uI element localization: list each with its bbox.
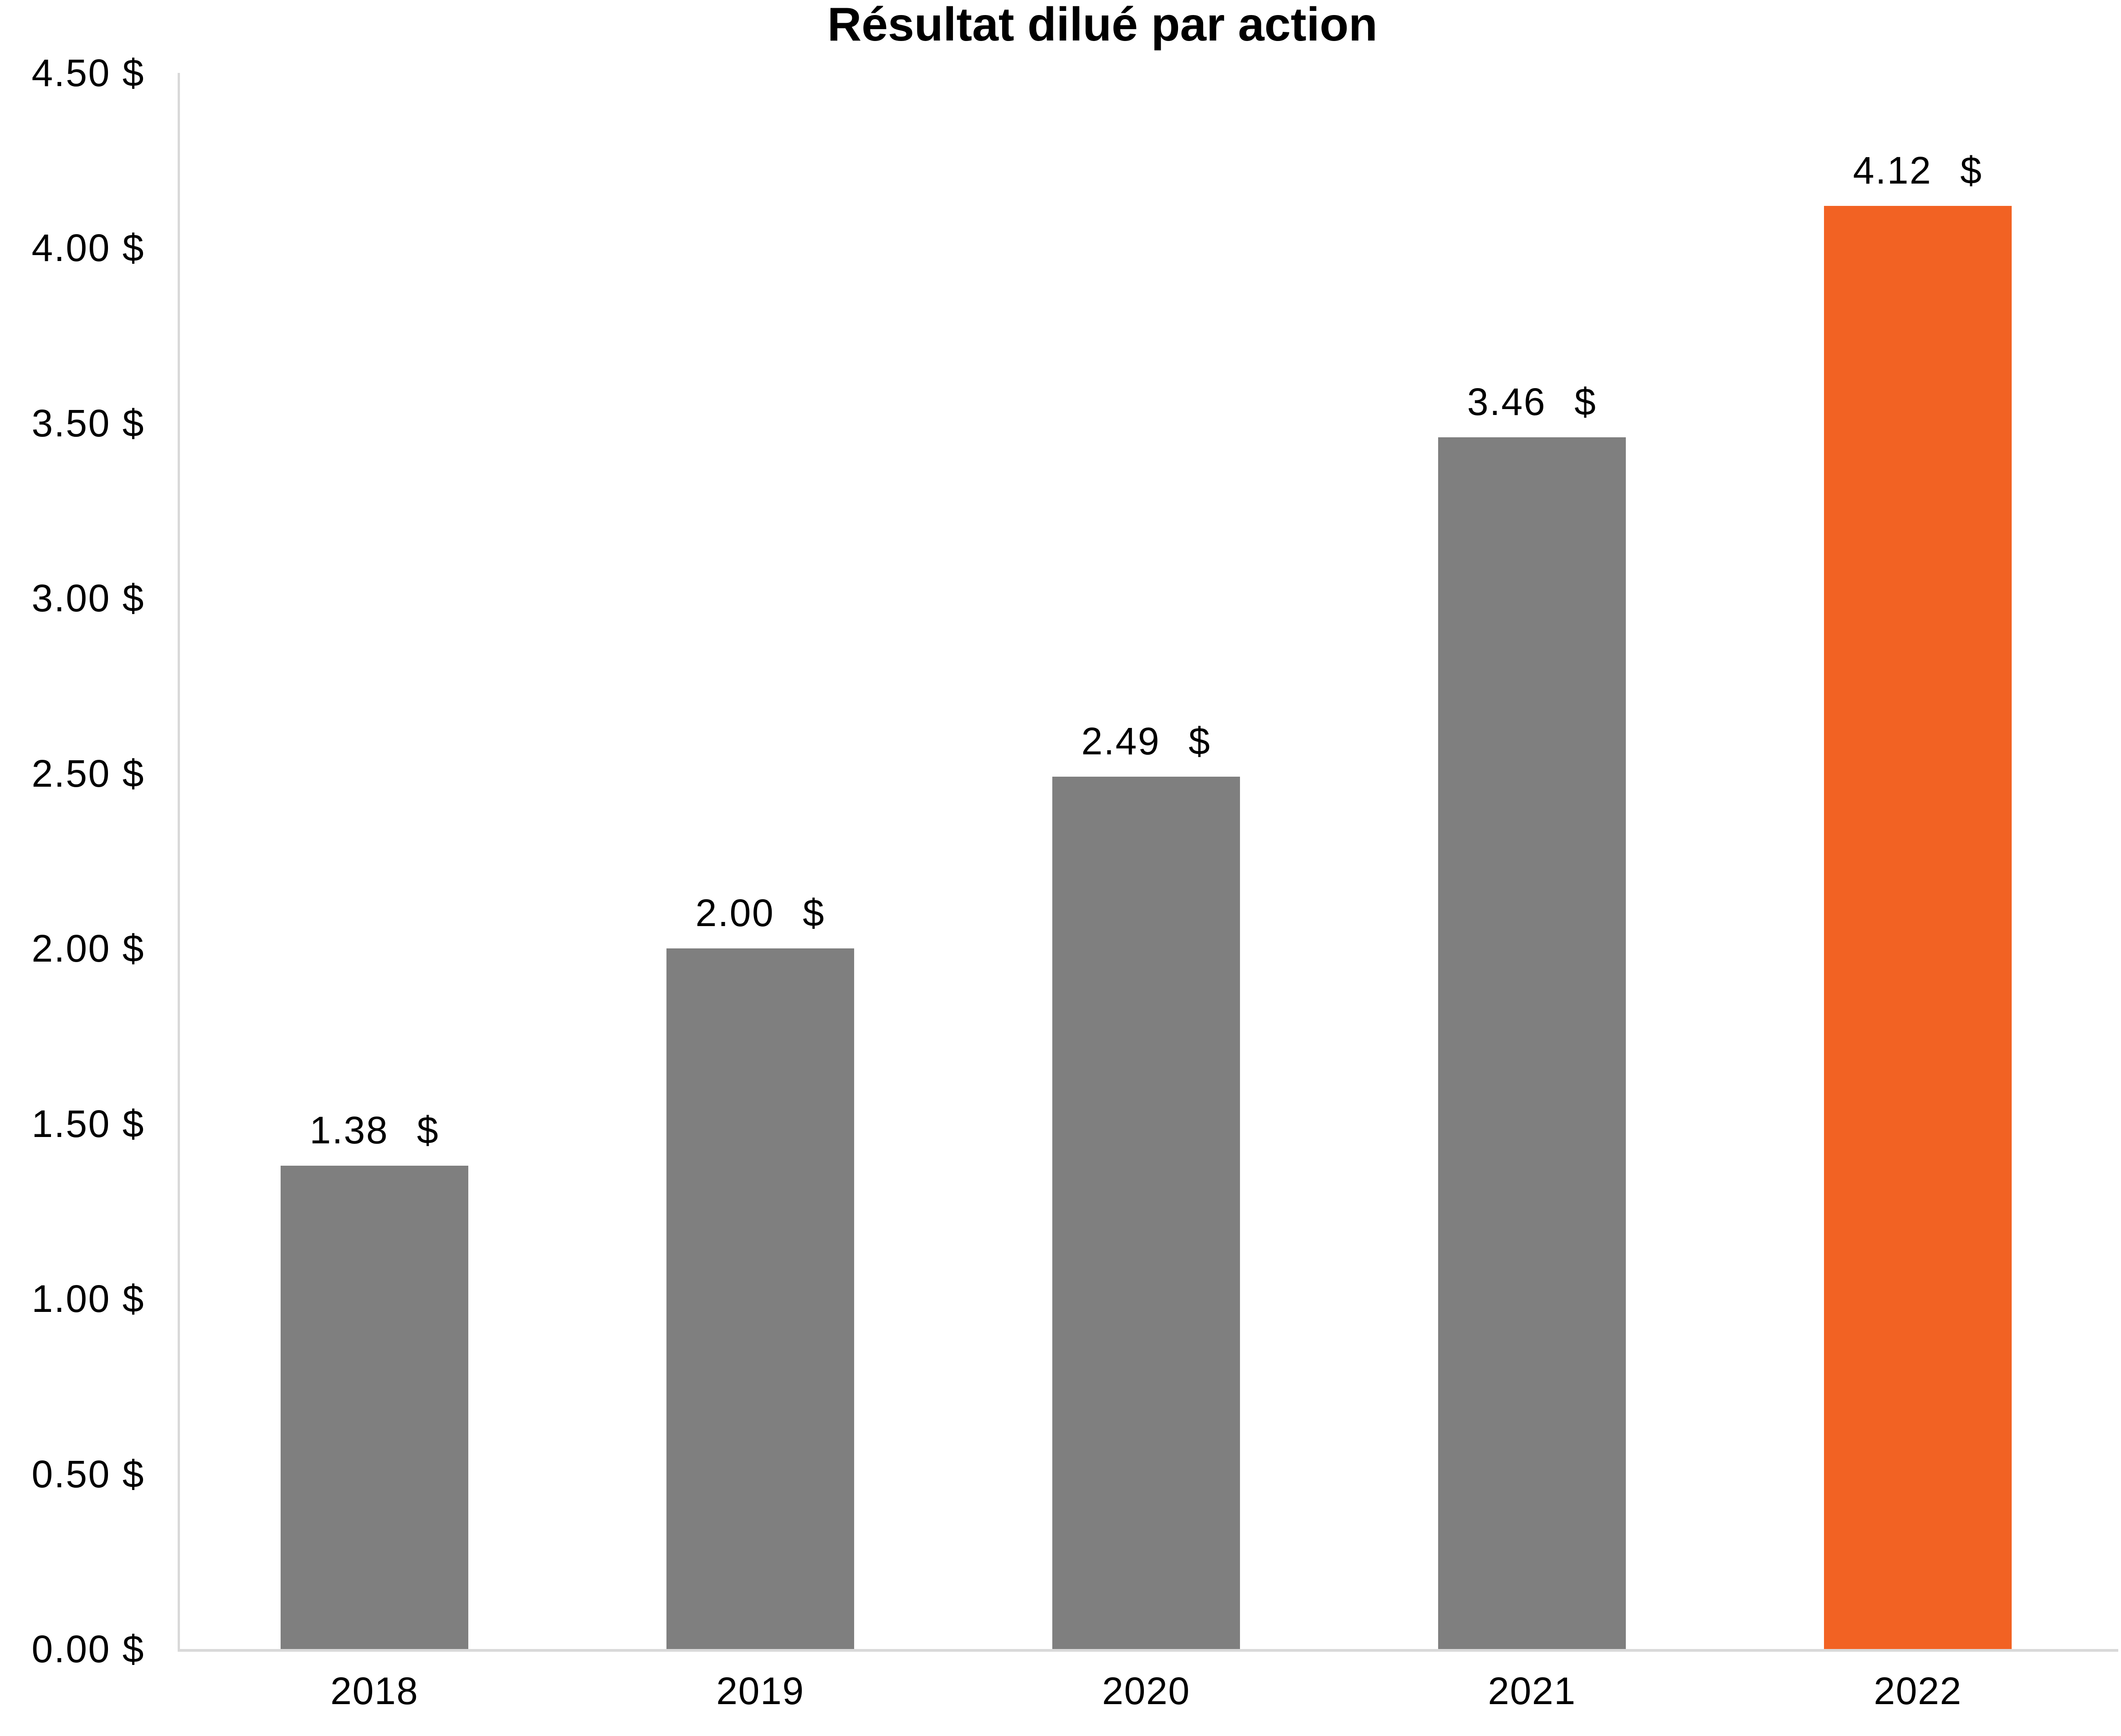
y-axis-tick-label: 2.00 $ <box>31 927 145 970</box>
bar-value-number: 2.49 <box>1081 720 1161 763</box>
bar-2019 <box>666 948 854 1649</box>
y-axis-tick-label: 4.00 $ <box>31 226 145 270</box>
bar-value-number: 3.46 <box>1467 380 1547 423</box>
bar-2018 <box>281 1165 468 1649</box>
bar-value-currency: $ <box>1960 149 1983 192</box>
bar-value-currency: $ <box>803 891 825 935</box>
x-axis-label-2021: 2021 <box>1488 1669 1576 1712</box>
bar-value-label: 2.49 $ <box>1081 718 1211 764</box>
y-axis-tick-label: 1.50 $ <box>31 1102 145 1145</box>
x-axis-label-2020: 2020 <box>1102 1669 1190 1712</box>
bar-value-label: 4.12 $ <box>1853 148 1983 193</box>
bar-2021 <box>1438 437 1626 1649</box>
y-axis-tick-label: 2.50 $ <box>31 752 145 795</box>
bar-2022 <box>1824 206 2012 1649</box>
y-axis-tick-label: 1.00 $ <box>31 1277 145 1321</box>
y-axis-tick-label: 4.50 $ <box>31 51 145 94</box>
bar-value-number: 1.38 <box>309 1108 389 1152</box>
x-axis-label-2019: 2019 <box>716 1669 804 1712</box>
bar-value-currency: $ <box>1189 720 1211 763</box>
bar-value-currency: $ <box>1574 380 1597 423</box>
chart-title: Résultat dilué par action <box>827 0 1378 51</box>
x-axis-label-2022: 2022 <box>1874 1669 1962 1712</box>
bar-value-label: 2.00 $ <box>696 890 825 936</box>
bar-value-label: 1.38 $ <box>310 1107 440 1153</box>
bar-2020 <box>1052 777 1240 1649</box>
bar-value-currency: $ <box>417 1108 440 1152</box>
bar-value-number: 2.00 <box>695 891 775 935</box>
x-axis-label-2018: 2018 <box>330 1669 419 1712</box>
y-axis-line <box>178 73 180 1649</box>
bar-value-number: 4.12 <box>1853 149 1932 192</box>
x-axis-line <box>178 1649 2118 1652</box>
y-axis-tick-label: 0.50 $ <box>31 1452 145 1495</box>
y-axis-tick-label: 3.50 $ <box>31 401 145 445</box>
y-axis-tick-label: 0.00 $ <box>31 1628 145 1670</box>
bar-value-label: 3.46 $ <box>1467 379 1597 425</box>
y-axis-tick-label: 3.00 $ <box>31 577 145 620</box>
